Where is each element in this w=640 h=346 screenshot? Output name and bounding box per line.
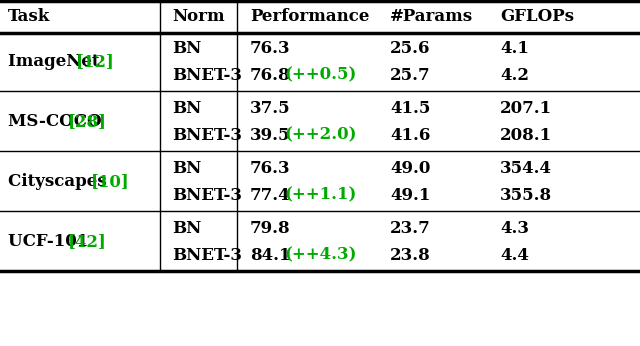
Text: 77.4: 77.4: [250, 187, 291, 204]
Text: UCF-101: UCF-101: [8, 234, 94, 251]
Text: #Params: #Params: [390, 8, 473, 25]
Text: 41.6: 41.6: [390, 127, 430, 144]
Text: 39.5: 39.5: [250, 127, 291, 144]
Text: 25.7: 25.7: [390, 67, 431, 84]
Text: GFLOPs: GFLOPs: [500, 8, 574, 25]
Text: 76.3: 76.3: [250, 40, 291, 57]
Text: BNET-3: BNET-3: [172, 127, 242, 144]
Text: Norm: Norm: [172, 8, 225, 25]
Text: 4.4: 4.4: [500, 247, 529, 264]
Text: Task: Task: [8, 8, 51, 25]
Text: 49.1: 49.1: [390, 187, 430, 204]
Text: 79.8: 79.8: [250, 220, 291, 237]
Text: ImageNet: ImageNet: [8, 54, 105, 71]
Text: Performance: Performance: [250, 8, 369, 25]
Text: 4.1: 4.1: [500, 40, 529, 57]
Text: 355.8: 355.8: [500, 187, 552, 204]
Text: 37.5: 37.5: [250, 100, 291, 117]
Text: 76.8: 76.8: [250, 67, 291, 84]
Text: BN: BN: [172, 160, 201, 177]
Text: 23.8: 23.8: [390, 247, 431, 264]
Text: (++2.0): (++2.0): [284, 127, 356, 144]
Text: 41.5: 41.5: [390, 100, 430, 117]
Text: [10]: [10]: [90, 173, 129, 191]
Text: MS-COCO: MS-COCO: [8, 113, 108, 130]
Text: Cityscapes: Cityscapes: [8, 173, 113, 191]
Text: (++4.3): (++4.3): [284, 247, 356, 264]
Text: [12]: [12]: [76, 54, 115, 71]
Text: BN: BN: [172, 40, 201, 57]
Text: BN: BN: [172, 220, 201, 237]
Text: BNET-3: BNET-3: [172, 67, 242, 84]
Text: (++0.5): (++0.5): [284, 67, 356, 84]
Text: 4.3: 4.3: [500, 220, 529, 237]
Text: 4.2: 4.2: [500, 67, 529, 84]
Text: [28]: [28]: [68, 113, 107, 130]
Text: [42]: [42]: [68, 234, 107, 251]
Text: 208.1: 208.1: [500, 127, 552, 144]
Text: 49.0: 49.0: [390, 160, 430, 177]
Text: 23.7: 23.7: [390, 220, 431, 237]
Text: 354.4: 354.4: [500, 160, 552, 177]
Text: BNET-3: BNET-3: [172, 187, 242, 204]
Text: BNET-3: BNET-3: [172, 247, 242, 264]
Text: 25.6: 25.6: [390, 40, 431, 57]
Text: 207.1: 207.1: [500, 100, 552, 117]
Text: BN: BN: [172, 100, 201, 117]
Text: 76.3: 76.3: [250, 160, 291, 177]
Text: (++1.1): (++1.1): [284, 187, 356, 204]
Text: 84.1: 84.1: [250, 247, 291, 264]
